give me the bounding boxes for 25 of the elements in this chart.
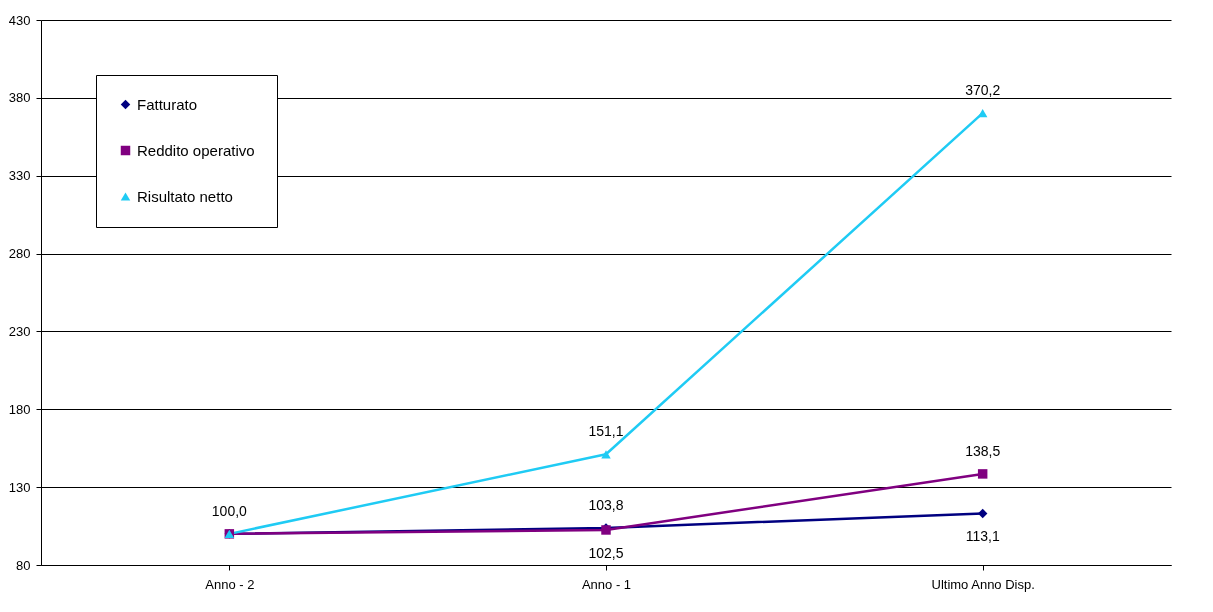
data-label: 151,1	[588, 423, 624, 440]
legend-label: Reddito operativo	[137, 141, 255, 159]
data-label: 138,5	[965, 442, 1001, 459]
data-label: 102,5	[588, 544, 624, 561]
y-tick-label: 180	[8, 401, 31, 417]
x-tick-label: Ultimo Anno Disp.	[931, 576, 1035, 592]
x-tick-label: Anno - 2	[205, 576, 255, 592]
x-tick-label: Anno - 1	[581, 576, 632, 592]
data-label: 370,2	[965, 82, 1001, 99]
data-label: 100,0	[211, 502, 248, 519]
point	[601, 450, 611, 459]
y-tick-label: 230	[8, 323, 31, 339]
y-tick-label: 130	[8, 479, 31, 495]
y-tick-label: 380	[8, 90, 31, 106]
y-tick-label: 430	[8, 12, 31, 28]
legend-label: Risultato netto	[137, 187, 233, 205]
y-tick-label: 330	[8, 168, 31, 184]
point	[977, 469, 988, 479]
y-tick-label: 280	[8, 246, 31, 262]
legend-label: Fatturato	[137, 95, 198, 113]
point	[977, 508, 988, 519]
data-label: 103,8	[588, 496, 624, 513]
data-label: 113,1	[965, 528, 1000, 545]
y-tick-label: 80	[16, 557, 31, 573]
point	[977, 109, 988, 118]
